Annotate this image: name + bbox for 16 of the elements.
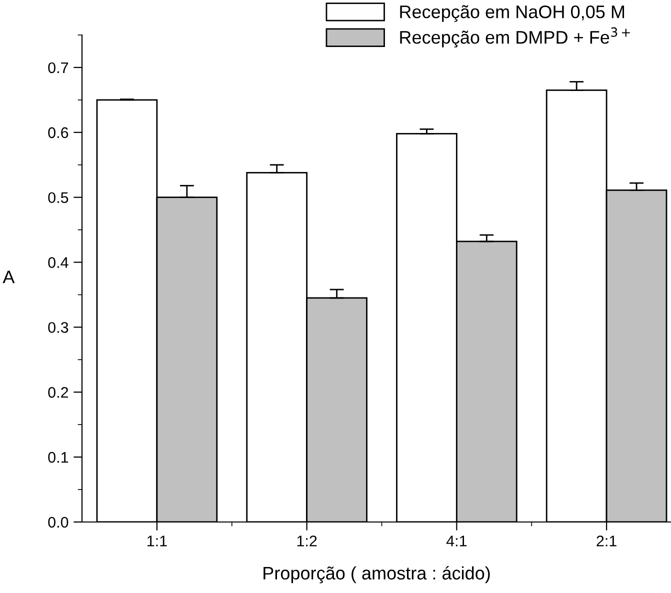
legend-label: Recepção em NaOH 0,05 M [400,5,624,22]
x-tick-label: 2:1 [596,536,616,546]
y-tick-label: 0.3 [48,322,68,333]
y-tick-label: 0.2 [48,387,68,398]
y-tick-label: 0.4 [48,257,68,268]
x-tick-label: 4:1 [446,536,467,546]
y-tick-label: 0.0 [48,516,68,528]
y-tick-label: 0.6 [48,127,68,138]
y-tick-label: 0.5 [48,192,68,204]
x-axis-title: Proporção ( amostra : ácido) [264,566,490,584]
x-tick-label: 1:2 [297,536,317,546]
legend-label: Recepção em DMPD + Fe$^{3+}$ [400,27,630,48]
y-tick-label: 0.7 [48,62,68,74]
y-axis-title: A [2,270,15,284]
x-tick-label: 1:1 [147,536,167,546]
y-tick-label: 0.1 [48,452,68,463]
